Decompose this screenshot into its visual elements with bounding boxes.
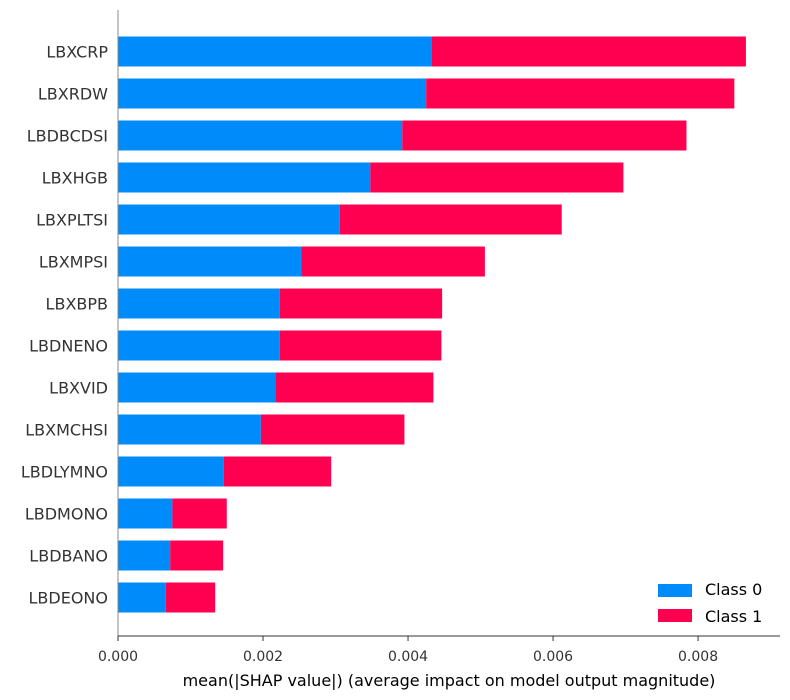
x-tick-label: 0.008 <box>678 649 718 665</box>
bar-lbdneno-class-1 <box>279 330 442 361</box>
legend-label-class-0: Class 0 <box>705 580 762 599</box>
x-tick-label: 0.002 <box>243 649 283 665</box>
x-axis-title: mean(|SHAP value|) (average impact on mo… <box>183 671 716 690</box>
bar-lbxpltsi-class-1 <box>339 204 562 235</box>
bar-lbxcrp-class-1 <box>431 36 746 67</box>
x-tick-label: 0.004 <box>388 649 428 665</box>
bar-lbdmono-class-0 <box>118 498 173 529</box>
category-label-lbxrdw: LBXRDW <box>38 85 108 104</box>
bar-lbxhgb-class-0 <box>118 162 371 193</box>
category-label-lbdneno: LBDNENO <box>29 337 108 356</box>
category-label-lbxbpb: LBXBPB <box>46 295 108 314</box>
bar-lbdlymno-class-1 <box>223 456 332 487</box>
bar-lbxrdw-class-1 <box>426 78 735 109</box>
bar-lbxmpsi-class-1 <box>301 246 485 277</box>
category-label-lbdeono: LBDEONO <box>29 589 108 608</box>
category-label-lbdbcdsi: LBDBCDSI <box>27 127 108 146</box>
bar-lbdneno-class-0 <box>118 330 280 361</box>
legend-swatch-class-1 <box>658 609 692 622</box>
bar-lbdeono-class-0 <box>118 582 166 613</box>
category-label-lbxcrp: LBXCRP <box>46 43 108 62</box>
bar-lbxmchsi-class-0 <box>118 414 261 445</box>
category-label-lbxmpsi: LBXMPSI <box>39 253 108 272</box>
legend-swatch-class-0 <box>658 584 692 597</box>
x-tick-label: 0.000 <box>98 649 138 665</box>
category-label-lbdlymno: LBDLYMNO <box>21 463 108 482</box>
category-label-lbxmchsi: LBXMCHSI <box>25 421 108 440</box>
bar-lbdmono-class-1 <box>172 498 227 529</box>
bars-group <box>118 36 746 613</box>
category-label-lbxhgb: LBXHGB <box>42 169 108 188</box>
legend-label-class-1: Class 1 <box>705 607 762 626</box>
bar-lbxcrp-class-0 <box>118 36 432 67</box>
x-tick-label: 0.006 <box>533 649 573 665</box>
bar-lbxrdw-class-0 <box>118 78 427 109</box>
bar-lbxmpsi-class-0 <box>118 246 302 277</box>
bar-lbdbano-class-1 <box>170 540 224 571</box>
bar-lbdbcdsi-class-0 <box>118 120 403 151</box>
category-label-lbxpltsi: LBXPLTSI <box>36 211 108 230</box>
category-label-lbxvid: LBXVID <box>49 379 108 398</box>
bar-lbxbpb-class-0 <box>118 288 280 319</box>
bar-lbxvid-class-1 <box>275 372 434 403</box>
bar-lbxmchsi-class-1 <box>260 414 405 445</box>
bar-lbxpltsi-class-0 <box>118 204 340 235</box>
bar-lbxbpb-class-1 <box>279 288 443 319</box>
legend: Class 0 Class 1 <box>658 580 762 626</box>
category-label-lbdbano: LBDBANO <box>29 547 108 566</box>
bar-lbdeono-class-1 <box>165 582 216 613</box>
bar-lbdlymno-class-0 <box>118 456 224 487</box>
bar-lbdbano-class-0 <box>118 540 171 571</box>
bar-lbxhgb-class-1 <box>370 162 624 193</box>
x-ticks: 0.000 0.002 0.004 0.006 0.008 <box>98 636 718 665</box>
bar-lbdbcdsi-class-1 <box>402 120 687 151</box>
bar-lbxvid-class-0 <box>118 372 276 403</box>
category-labels: LBXCRP LBXRDW LBDBCDSI LBXHGB LBXPLTSI LBXMPS… <box>21 43 108 608</box>
category-label-lbdmono: LBDMONO <box>25 505 108 524</box>
